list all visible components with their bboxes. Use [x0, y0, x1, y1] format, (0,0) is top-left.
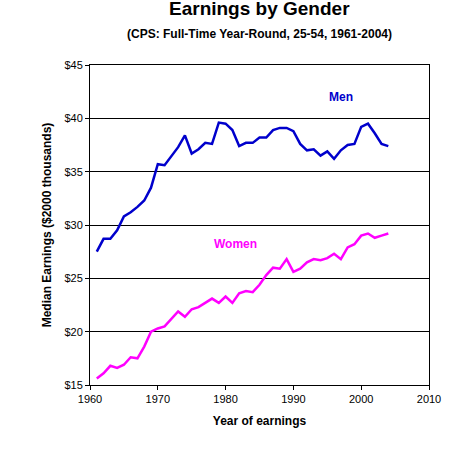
svg-text:Men: Men [329, 90, 353, 104]
svg-text:$35: $35 [64, 166, 82, 178]
svg-text:1960: 1960 [78, 393, 102, 405]
svg-text:2010: 2010 [417, 393, 441, 405]
svg-text:$45: $45 [64, 59, 82, 71]
svg-text:1990: 1990 [281, 393, 305, 405]
svg-text:$15: $15 [64, 379, 82, 391]
svg-text:1980: 1980 [213, 393, 237, 405]
svg-text:Women: Women [214, 237, 257, 251]
svg-text:Year of earnings: Year of earnings [213, 414, 307, 428]
svg-text:$20: $20 [64, 326, 82, 338]
svg-text:(CPS: Full-Time Year-Round, 25: (CPS: Full-Time Year-Round, 25-54, 1961-… [127, 27, 392, 41]
svg-text:Earnings by Gender: Earnings by Gender [169, 0, 350, 19]
svg-text:$30: $30 [64, 219, 82, 231]
svg-text:$40: $40 [64, 112, 82, 124]
svg-text:2000: 2000 [349, 393, 373, 405]
svg-text:$25: $25 [64, 272, 82, 284]
svg-text:Median Earnings ($2000 thousan: Median Earnings ($2000 thousands) [40, 123, 54, 328]
svg-text:1970: 1970 [146, 393, 170, 405]
